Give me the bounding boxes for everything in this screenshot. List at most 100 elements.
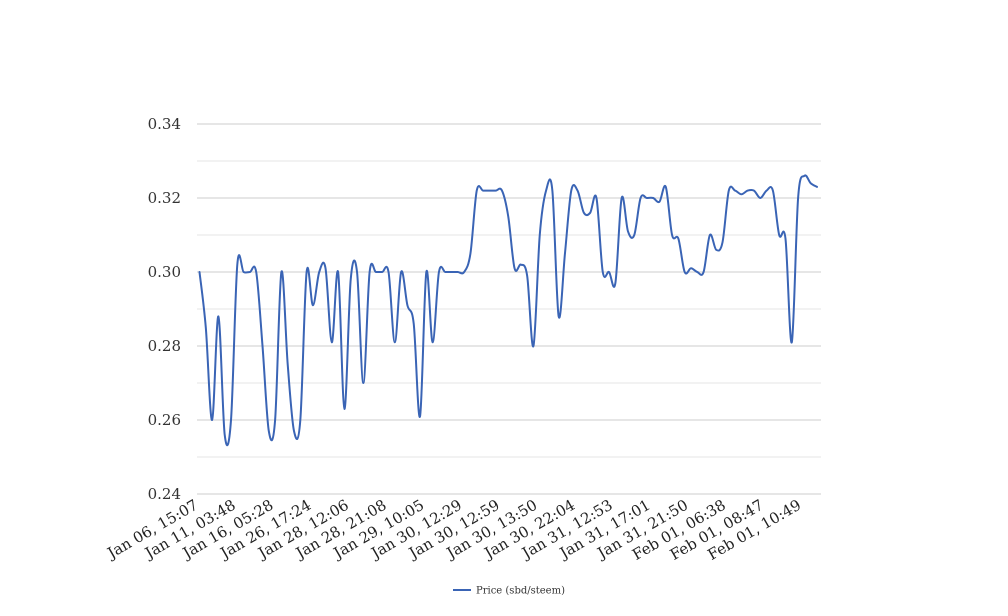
data-point[interactable]	[411, 321, 417, 327]
data-point[interactable]	[650, 195, 656, 201]
data-point[interactable]	[467, 251, 473, 257]
data-point[interactable]	[323, 265, 329, 271]
data-point[interactable]	[606, 269, 612, 275]
data-point[interactable]	[801, 173, 807, 179]
data-point[interactable]	[474, 188, 480, 194]
data-point[interactable]	[549, 188, 555, 194]
data-point[interactable]	[341, 406, 347, 412]
data-point[interactable]	[814, 184, 820, 190]
data-point[interactable]	[543, 188, 549, 194]
data-point[interactable]	[260, 343, 266, 349]
data-point[interactable]	[197, 269, 203, 275]
legend[interactable]: Price (sbd/steem)	[453, 586, 565, 597]
data-point[interactable]	[707, 232, 713, 238]
data-point[interactable]	[499, 188, 505, 194]
data-point[interactable]	[222, 432, 228, 438]
data-point[interactable]	[562, 251, 568, 257]
data-point[interactable]	[493, 188, 499, 194]
data-point[interactable]	[675, 236, 681, 242]
data-point[interactable]	[430, 339, 436, 345]
data-point[interactable]	[449, 269, 455, 275]
data-point[interactable]	[335, 269, 341, 275]
data-point[interactable]	[304, 269, 310, 275]
data-point[interactable]	[738, 191, 744, 197]
data-point[interactable]	[404, 302, 410, 308]
data-point[interactable]	[631, 232, 637, 238]
data-point[interactable]	[764, 188, 770, 194]
data-point[interactable]	[247, 269, 253, 275]
data-point[interactable]	[285, 362, 291, 368]
data-point[interactable]	[745, 188, 751, 194]
series-line-price[interactable]	[198, 174, 818, 447]
data-point[interactable]	[266, 428, 272, 434]
data-point[interactable]	[316, 269, 322, 275]
data-point[interactable]	[442, 269, 448, 275]
data-point[interactable]	[808, 180, 814, 186]
data-point[interactable]	[593, 195, 599, 201]
data-point[interactable]	[581, 210, 587, 216]
data-point[interactable]	[310, 302, 316, 308]
data-point[interactable]	[518, 262, 524, 268]
data-point[interactable]	[688, 265, 694, 271]
data-point[interactable]	[386, 269, 392, 275]
data-point[interactable]	[789, 339, 795, 345]
data-point[interactable]	[776, 232, 782, 238]
data-point[interactable]	[757, 195, 763, 201]
data-point[interactable]	[329, 339, 335, 345]
data-point[interactable]	[228, 417, 234, 423]
data-point[interactable]	[701, 269, 707, 275]
data-point[interactable]	[732, 188, 738, 194]
data-point[interactable]	[694, 269, 700, 275]
data-point[interactable]	[663, 184, 669, 190]
data-point[interactable]	[625, 228, 631, 234]
data-point[interactable]	[770, 188, 776, 194]
data-point[interactable]	[360, 380, 366, 386]
data-point[interactable]	[575, 188, 581, 194]
data-point[interactable]	[379, 269, 385, 275]
data-point[interactable]	[486, 188, 492, 194]
data-point[interactable]	[669, 232, 675, 238]
data-point[interactable]	[795, 195, 801, 201]
data-point[interactable]	[367, 269, 373, 275]
data-point[interactable]	[719, 239, 725, 245]
data-point[interactable]	[644, 195, 650, 201]
data-point[interactable]	[524, 273, 530, 279]
data-point[interactable]	[209, 417, 215, 423]
data-point[interactable]	[530, 343, 536, 349]
data-point[interactable]	[348, 276, 354, 282]
data-point[interactable]	[203, 325, 209, 331]
data-point[interactable]	[436, 269, 442, 275]
data-point[interactable]	[417, 413, 423, 419]
data-point[interactable]	[354, 269, 360, 275]
data-point[interactable]	[272, 417, 278, 423]
data-point[interactable]	[512, 265, 518, 271]
data-point[interactable]	[751, 188, 757, 194]
data-point[interactable]	[291, 428, 297, 434]
data-point[interactable]	[619, 195, 625, 201]
data-point[interactable]	[782, 236, 788, 242]
data-point[interactable]	[423, 269, 429, 275]
data-point[interactable]	[505, 214, 511, 220]
data-point[interactable]	[638, 195, 644, 201]
data-point[interactable]	[556, 313, 562, 319]
data-point[interactable]	[600, 269, 606, 275]
data-point[interactable]	[612, 280, 618, 286]
data-point[interactable]	[215, 313, 221, 319]
data-point[interactable]	[726, 188, 732, 194]
data-point[interactable]	[241, 269, 247, 275]
data-point[interactable]	[455, 269, 461, 275]
data-point[interactable]	[392, 339, 398, 345]
data-point[interactable]	[656, 199, 662, 205]
data-point[interactable]	[373, 269, 379, 275]
data-point[interactable]	[537, 232, 543, 238]
data-point[interactable]	[278, 269, 284, 275]
data-point[interactable]	[713, 247, 719, 253]
data-point[interactable]	[234, 262, 240, 268]
data-point[interactable]	[587, 210, 593, 216]
data-point[interactable]	[480, 188, 486, 194]
data-point[interactable]	[682, 269, 688, 275]
data-point[interactable]	[461, 269, 467, 275]
data-point[interactable]	[297, 417, 303, 423]
data-point[interactable]	[253, 269, 259, 275]
data-point[interactable]	[568, 188, 574, 194]
